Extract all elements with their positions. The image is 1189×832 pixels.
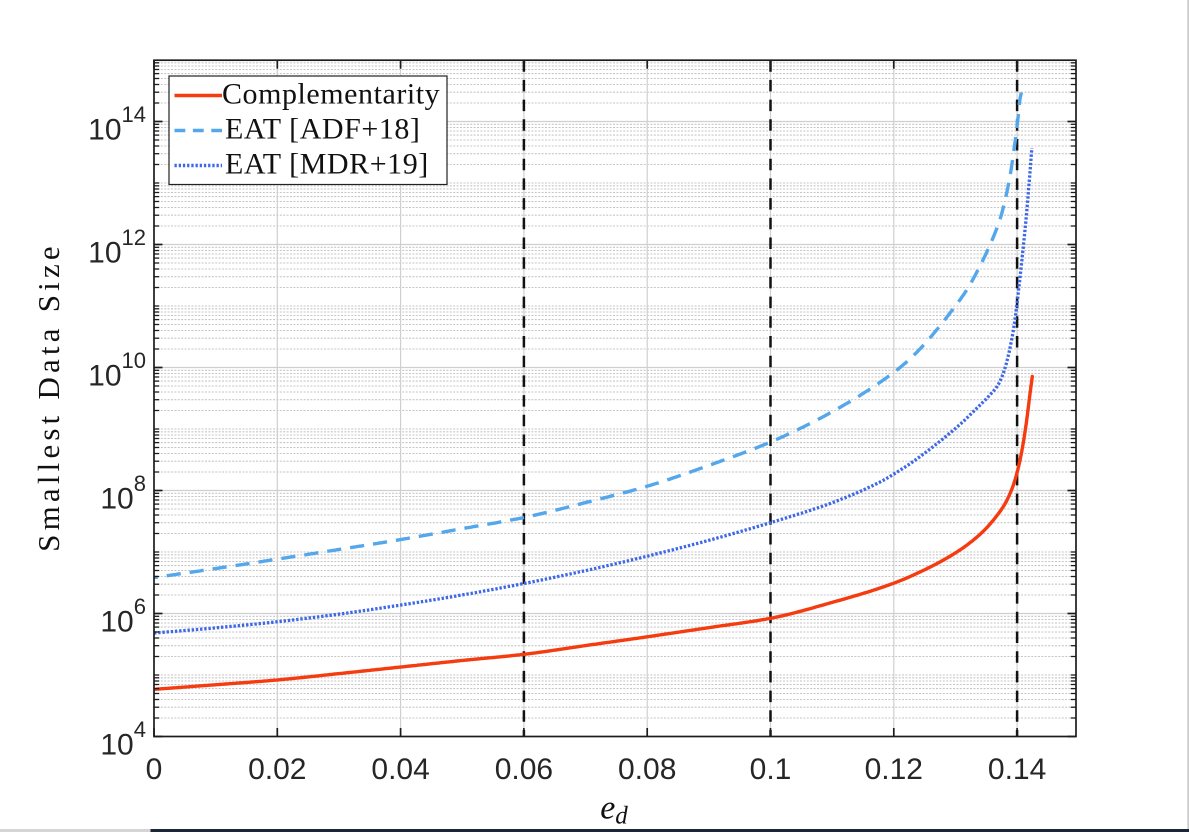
svg-text:0.1: 0.1 (750, 753, 792, 786)
svg-text:EAT [ADF+18]: EAT [ADF+18] (225, 113, 420, 146)
svg-text:0.02: 0.02 (248, 753, 306, 786)
svg-text:0.14: 0.14 (988, 753, 1046, 786)
svg-text:ed: ed (600, 790, 628, 830)
svg-text:Smallest Data Size: Smallest Data Size (31, 242, 66, 552)
svg-text:Complementarity: Complementarity (222, 78, 440, 111)
svg-text:0.06: 0.06 (495, 753, 553, 786)
svg-text:0.04: 0.04 (371, 753, 429, 786)
svg-text:0.08: 0.08 (618, 753, 676, 786)
svg-text:EAT [MDR+19]: EAT [MDR+19] (225, 148, 429, 181)
svg-text:0.12: 0.12 (865, 753, 923, 786)
svg-text:0: 0 (146, 753, 163, 786)
